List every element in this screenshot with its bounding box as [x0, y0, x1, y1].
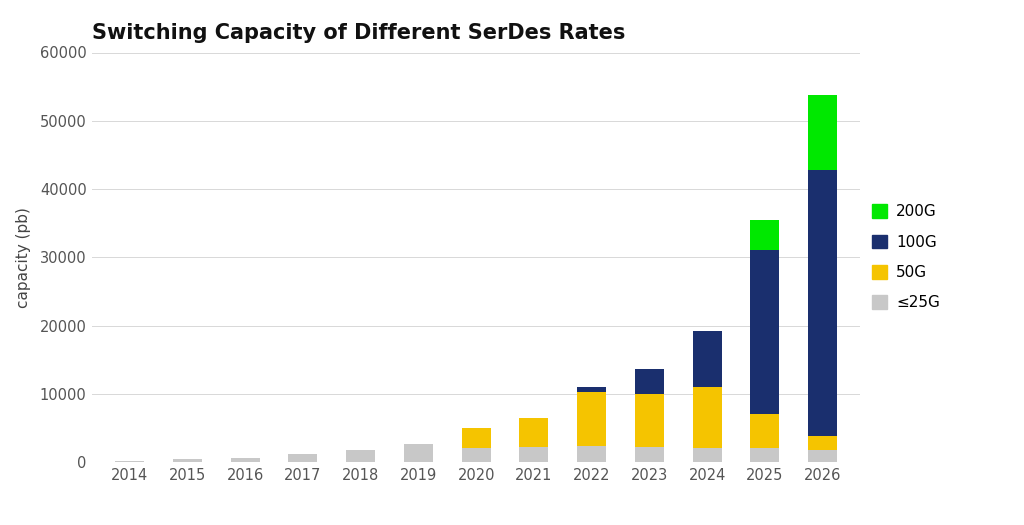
- Text: Switching Capacity of Different SerDes Rates: Switching Capacity of Different SerDes R…: [92, 23, 626, 43]
- Bar: [462, 448, 490, 462]
- Bar: [635, 447, 664, 462]
- Bar: [230, 458, 260, 462]
- Bar: [173, 459, 202, 462]
- Bar: [692, 387, 722, 448]
- Bar: [751, 219, 779, 250]
- Bar: [116, 461, 144, 462]
- Bar: [519, 447, 548, 462]
- Bar: [578, 387, 606, 392]
- Bar: [519, 418, 548, 447]
- Bar: [346, 450, 375, 462]
- Bar: [692, 448, 722, 462]
- Bar: [751, 448, 779, 462]
- Bar: [808, 95, 837, 170]
- Bar: [808, 170, 837, 436]
- Legend: 200G, 100G, 50G, ≤25G: 200G, 100G, 50G, ≤25G: [871, 204, 940, 310]
- Bar: [289, 454, 317, 462]
- Bar: [578, 446, 606, 462]
- Bar: [462, 428, 490, 448]
- Bar: [635, 394, 664, 447]
- Bar: [692, 331, 722, 387]
- Bar: [751, 414, 779, 448]
- Bar: [404, 444, 433, 462]
- Y-axis label: capacity (pb): capacity (pb): [16, 207, 32, 308]
- Bar: [808, 436, 837, 450]
- Bar: [635, 369, 664, 394]
- Bar: [808, 450, 837, 462]
- Bar: [578, 392, 606, 446]
- Bar: [751, 250, 779, 414]
